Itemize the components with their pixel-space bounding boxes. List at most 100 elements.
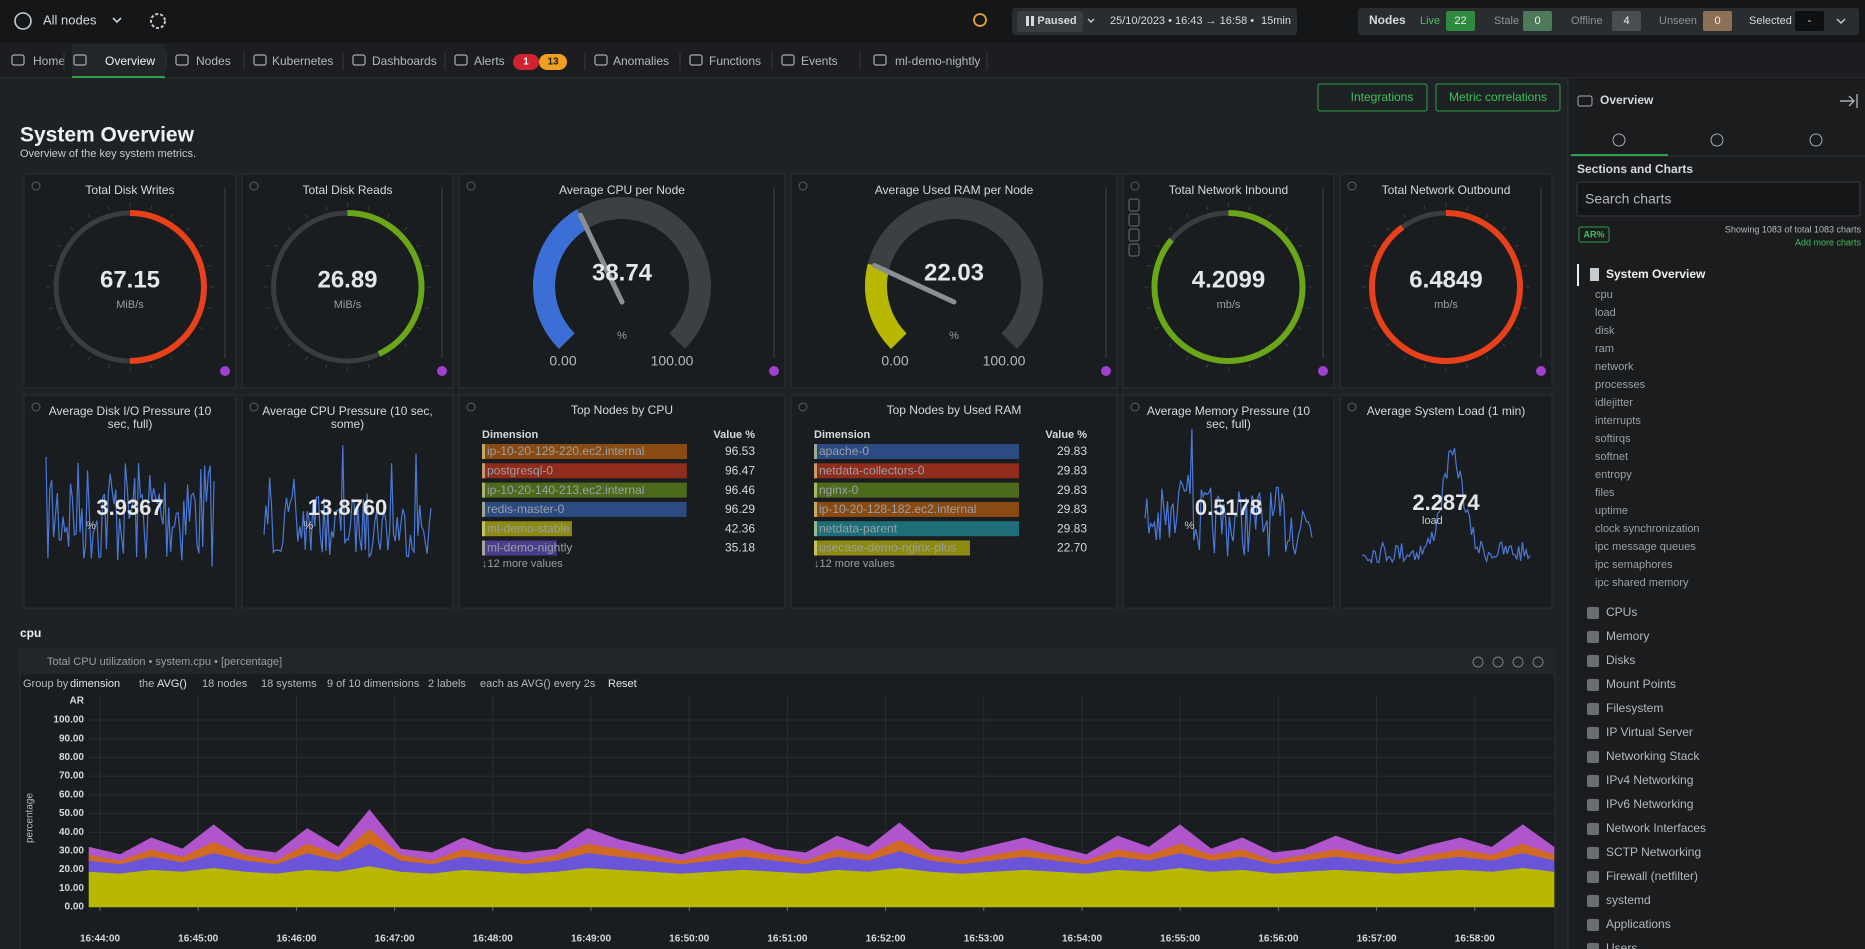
duration[interactable]: 15min xyxy=(1261,15,1291,27)
chart-control[interactable]: Group by xyxy=(23,678,69,690)
node-count-value[interactable]: 0 xyxy=(1714,15,1720,27)
section[interactable]: Filesystem xyxy=(1606,701,1663,715)
section[interactable]: IPv4 Networking xyxy=(1606,773,1693,787)
ring-tick xyxy=(1423,364,1426,369)
ring-tick xyxy=(367,364,370,369)
row-name: ip-10-20-129-220.ec2.internal xyxy=(487,444,644,458)
time-range[interactable]: 25/10/2023 • 16:43 → 16:58 • xyxy=(1110,15,1254,27)
tab[interactable]: Alerts xyxy=(474,54,505,68)
x-tick-label: 16:45:00 xyxy=(178,934,218,945)
node-count-value[interactable]: 4 xyxy=(1623,15,1629,27)
chart-control[interactable]: each as AVG() every 2s xyxy=(480,678,596,690)
section[interactable]: Users xyxy=(1606,941,1637,949)
settings-icon[interactable] xyxy=(150,13,166,29)
row-bar xyxy=(482,521,572,537)
chart-tool[interactable] xyxy=(1512,656,1524,668)
section[interactable]: Applications xyxy=(1606,917,1671,931)
action-button-label[interactable]: Integrations xyxy=(1351,90,1414,104)
section[interactable]: CPUs xyxy=(1606,605,1637,619)
y-tick-label: 50.00 xyxy=(59,808,84,819)
ring-tick xyxy=(1386,343,1390,347)
tab[interactable]: Home xyxy=(33,54,65,68)
tab-icon xyxy=(175,54,189,66)
card xyxy=(458,173,786,389)
chart-control[interactable]: 2 labels xyxy=(428,678,466,690)
subsection[interactable]: files xyxy=(1595,487,1615,499)
ar-badge-label[interactable]: AR% xyxy=(1583,229,1604,239)
chart-tool[interactable] xyxy=(1532,656,1544,668)
subsection[interactable]: softirqs xyxy=(1595,433,1631,445)
chart-tool[interactable] xyxy=(1472,656,1484,668)
row-value: 96.29 xyxy=(725,502,755,516)
subsection[interactable]: ipc message queues xyxy=(1595,541,1696,553)
node-count-value[interactable]: 0 xyxy=(1534,15,1540,27)
section[interactable]: Mount Points xyxy=(1606,677,1676,691)
node-selector[interactable]: All nodes xyxy=(43,12,97,27)
tab[interactable]: Functions xyxy=(709,54,761,68)
paused-label[interactable]: Paused xyxy=(1037,15,1076,27)
alert-badge-count[interactable]: 1 xyxy=(523,57,529,68)
chart-control[interactable]: the xyxy=(139,678,154,690)
subsection[interactable]: interrupts xyxy=(1595,415,1641,427)
tab-icon xyxy=(11,54,25,66)
section[interactable]: Memory xyxy=(1606,629,1649,643)
subsection[interactable]: idlejitter xyxy=(1595,397,1633,409)
node-count-value[interactable]: 22 xyxy=(1454,15,1466,27)
tab[interactable]: Dashboards xyxy=(372,54,437,68)
subsection[interactable]: clock synchronization xyxy=(1595,523,1700,535)
subsection[interactable]: ipc semaphores xyxy=(1595,559,1673,571)
sparkline-unit: load xyxy=(1422,515,1443,527)
chart-control[interactable]: AVG() xyxy=(157,678,187,690)
chevron[interactable] xyxy=(112,17,122,24)
active-section[interactable]: System Overview xyxy=(1606,267,1706,281)
row-value: 96.46 xyxy=(725,483,755,497)
chart-control[interactable]: 18 nodes xyxy=(202,678,248,690)
section[interactable]: IP Virtual Server xyxy=(1606,725,1693,739)
section[interactable]: Disks xyxy=(1606,653,1635,667)
section[interactable]: systemd xyxy=(1606,893,1651,907)
action-button-label[interactable]: Metric correlations xyxy=(1449,90,1547,104)
subsection[interactable]: softnet xyxy=(1595,451,1628,463)
bulb-icon[interactable] xyxy=(973,13,987,27)
row-bar-accent xyxy=(814,501,817,517)
chart-tool[interactable] xyxy=(1492,656,1504,668)
tab[interactable]: Kubernetes xyxy=(272,54,333,68)
node-count-value[interactable]: - xyxy=(1808,15,1812,27)
tab[interactable]: Overview xyxy=(105,54,155,68)
row-value: 35.18 xyxy=(725,541,755,555)
section[interactable]: SCTP Networking xyxy=(1606,845,1701,859)
chart-control[interactable]: 18 systems xyxy=(261,678,317,690)
chart-control[interactable]: 9 of 10 dimensions xyxy=(327,678,420,690)
subsection[interactable]: network xyxy=(1595,361,1634,373)
subsection[interactable]: ram xyxy=(1595,343,1614,355)
row-bar xyxy=(482,463,687,479)
subsection[interactable]: load xyxy=(1595,307,1616,319)
row-bar-accent xyxy=(482,482,485,498)
add-charts[interactable]: Add more charts xyxy=(1795,237,1862,247)
sparkline-value: 13.8760 xyxy=(308,495,388,520)
search-placeholder[interactable]: Search charts xyxy=(1585,191,1671,207)
section[interactable]: Firewall (netfilter) xyxy=(1606,869,1698,883)
sidebar-tab-icon[interactable] xyxy=(1612,133,1626,147)
chart-control[interactable]: dimension xyxy=(70,678,120,690)
tab[interactable]: Events xyxy=(801,54,838,68)
nodes-icon[interactable] xyxy=(14,12,32,30)
section[interactable]: Networking Stack xyxy=(1606,749,1700,763)
section[interactable]: Network Interfaces xyxy=(1606,821,1706,835)
sidebar-tab-icon[interactable] xyxy=(1809,133,1823,147)
collapse-icon[interactable] xyxy=(1840,94,1858,108)
subsection[interactable]: ipc shared memory xyxy=(1595,577,1689,589)
subsection[interactable]: entropy xyxy=(1595,469,1632,481)
subsection[interactable]: disk xyxy=(1595,325,1615,337)
tab[interactable]: Anomalies xyxy=(613,54,669,68)
subsection[interactable]: processes xyxy=(1595,379,1646,391)
tab[interactable]: Nodes xyxy=(196,54,231,68)
chart-control[interactable]: Reset xyxy=(608,678,637,690)
subsection[interactable]: cpu xyxy=(1595,289,1613,301)
tab[interactable]: ml-demo-nightly xyxy=(895,54,980,68)
card-icon xyxy=(31,181,41,191)
section[interactable]: IPv6 Networking xyxy=(1606,797,1693,811)
alert-badge-count[interactable]: 13 xyxy=(547,57,559,68)
subsection[interactable]: uptime xyxy=(1595,505,1628,517)
sidebar-tab-icon[interactable] xyxy=(1710,133,1724,147)
